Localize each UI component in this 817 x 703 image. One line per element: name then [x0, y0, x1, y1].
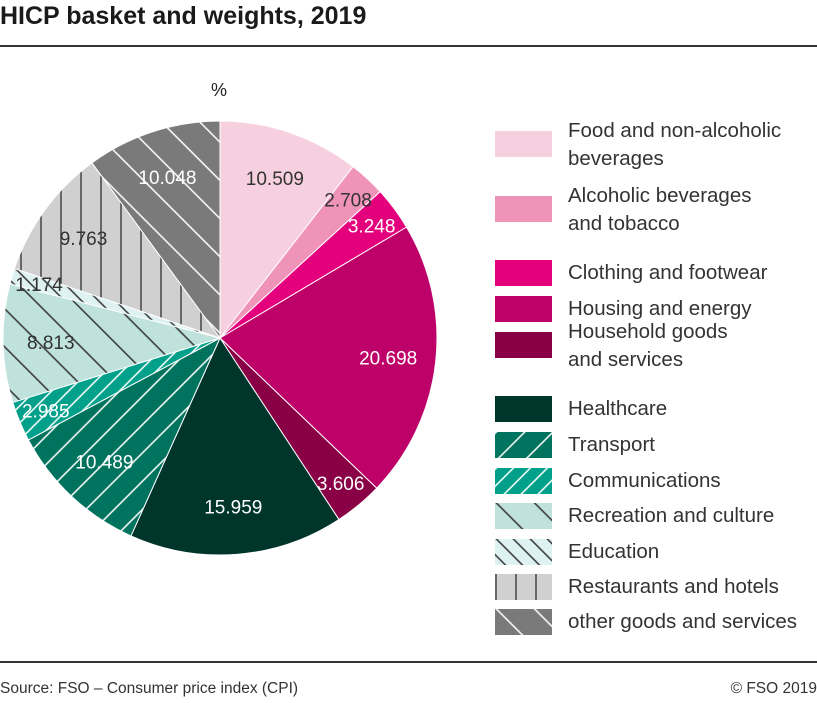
pie-slice-12 [91, 120, 221, 340]
legend-label: Recreation and culture [568, 502, 774, 530]
legend-label: Transport [568, 431, 655, 459]
slice-label-10: 1.174 [15, 275, 63, 296]
legend-label-line: other goods and services [568, 610, 798, 633]
slice-label-4: 20.698 [359, 348, 417, 369]
pie-slice-7 [27, 336, 222, 537]
legend-label-line: Healthcare [568, 397, 668, 420]
legend-label: Restaurants and hotels [568, 573, 779, 601]
slice-label-5: 3.606 [317, 474, 365, 495]
legend-swatch [495, 196, 552, 222]
legend-label-line: beverages [568, 147, 664, 170]
legend-swatch [495, 539, 552, 565]
pie-slice-4 [219, 226, 438, 489]
slice-label-8: 2.985 [22, 402, 70, 423]
source-note: Source: FSO – Consumer price index (CPI) [0, 680, 299, 697]
pie-slice-9 [2, 283, 222, 404]
copyright: © FSO 2019 [730, 680, 817, 697]
legend-swatch [495, 432, 552, 458]
legend-label-line: Recreation and culture [568, 504, 775, 527]
pie-slice-6 [130, 336, 340, 556]
pie-slice-11 [13, 162, 222, 339]
slice-label-11: 9.763 [60, 229, 108, 250]
legend-label-line: Communications [568, 469, 721, 492]
legend-label-line: Housing and energy [568, 297, 752, 320]
legend-swatch [495, 260, 552, 286]
legend-swatch [495, 131, 552, 157]
legend-label-line: Clothing and footwear [568, 261, 768, 284]
slice-label-1: 10.509 [246, 169, 304, 190]
legend-swatch [495, 296, 552, 322]
legend-label: Housing and energy [568, 295, 752, 323]
legend-swatch [495, 503, 552, 529]
slice-label-3: 3.248 [348, 217, 396, 238]
legend-label-line: Alcoholic beverages [568, 184, 752, 207]
slice-label-2: 2.708 [324, 190, 372, 211]
legend-label-line: Restaurants and hotels [568, 575, 779, 598]
slice-label-12: 10.048 [138, 168, 196, 189]
slice-label-7: 10.489 [75, 453, 133, 474]
unit-label: % [211, 80, 228, 100]
legend-label: Household goods and services [568, 318, 728, 374]
slice-label-9: 8.813 [27, 333, 75, 354]
legend-label: Communications [568, 467, 721, 495]
chart-title: HICP basket and weights, 2019 [0, 2, 367, 30]
top-rule [0, 45, 817, 47]
legend-label-line: Transport [568, 433, 655, 456]
legend-swatch [495, 396, 552, 422]
legend-swatch [495, 468, 552, 494]
legend-label-line: Education [568, 540, 660, 563]
legend-label: Healthcare [568, 395, 667, 423]
legend-swatch [495, 609, 552, 635]
legend-label: Food and non-alcoholic beverages [568, 117, 781, 173]
legend-label: Alcoholic beverages and tobacco [568, 182, 751, 238]
legend-label: Education [568, 538, 659, 566]
legend-swatch [495, 332, 552, 358]
legend-label-line: and services [568, 348, 684, 371]
bottom-rule [0, 661, 817, 663]
legend-label: other goods and services [568, 608, 797, 636]
legend-label-line: and tobacco [568, 212, 680, 235]
legend-label-line: Household goods [568, 320, 728, 343]
legend-label-line: Food and non-alcoholic [568, 119, 782, 142]
pie-slice-1 [219, 120, 354, 340]
legend-label: Clothing and footwear [568, 259, 767, 287]
slice-label-6: 15.959 [204, 498, 262, 519]
legend-swatch [495, 574, 552, 600]
